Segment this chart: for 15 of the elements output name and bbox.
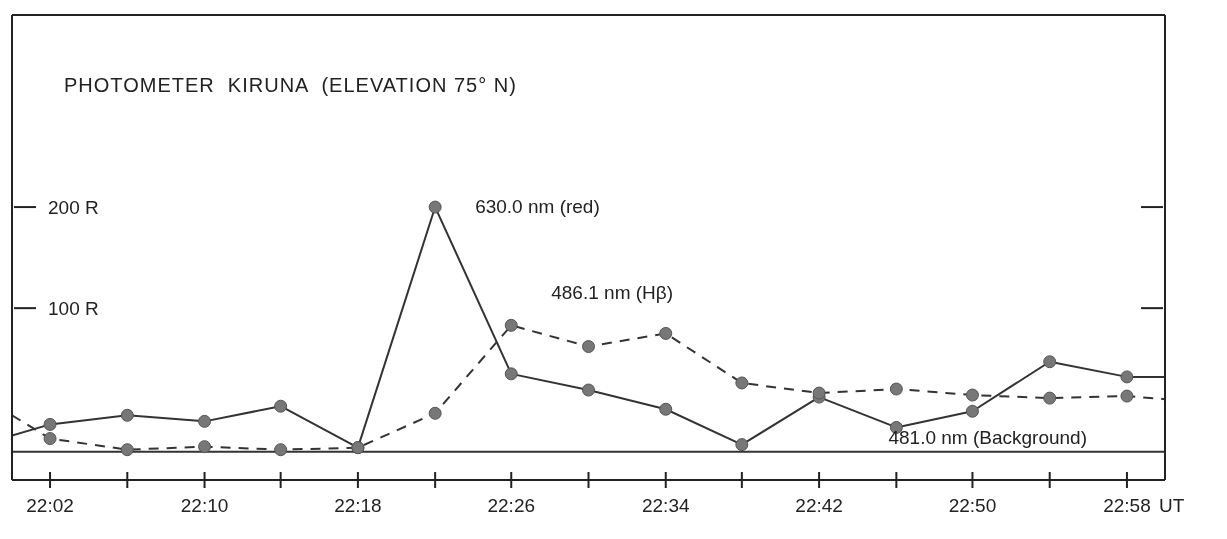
- text: PHOTOMETER KIRUNA (ELEVATION 75° N): [64, 74, 517, 97]
- x-tick-label: 22:26: [487, 495, 536, 516]
- x-tick-label: 22:18: [334, 495, 382, 516]
- x-tick-label: 22:58: [1103, 495, 1151, 516]
- series-label: 486.1 nm (Hβ): [551, 282, 674, 304]
- x-tick-label: 22:10: [180, 495, 229, 516]
- series-label: 630.0 nm (red): [475, 196, 600, 218]
- ref-line-label: 481.0 nm (Background): [888, 426, 1087, 448]
- x-axis-title: UT: [1158, 495, 1185, 516]
- x-tick-label: 22:50: [948, 495, 997, 516]
- y-tick-label: 100 R: [48, 298, 99, 320]
- x-tick-label: 22:02: [26, 495, 74, 516]
- x-tick-label: 22:34: [641, 495, 690, 516]
- x-tick-label: 22:42: [795, 495, 843, 516]
- y-tick-label: 200 R: [48, 197, 99, 219]
